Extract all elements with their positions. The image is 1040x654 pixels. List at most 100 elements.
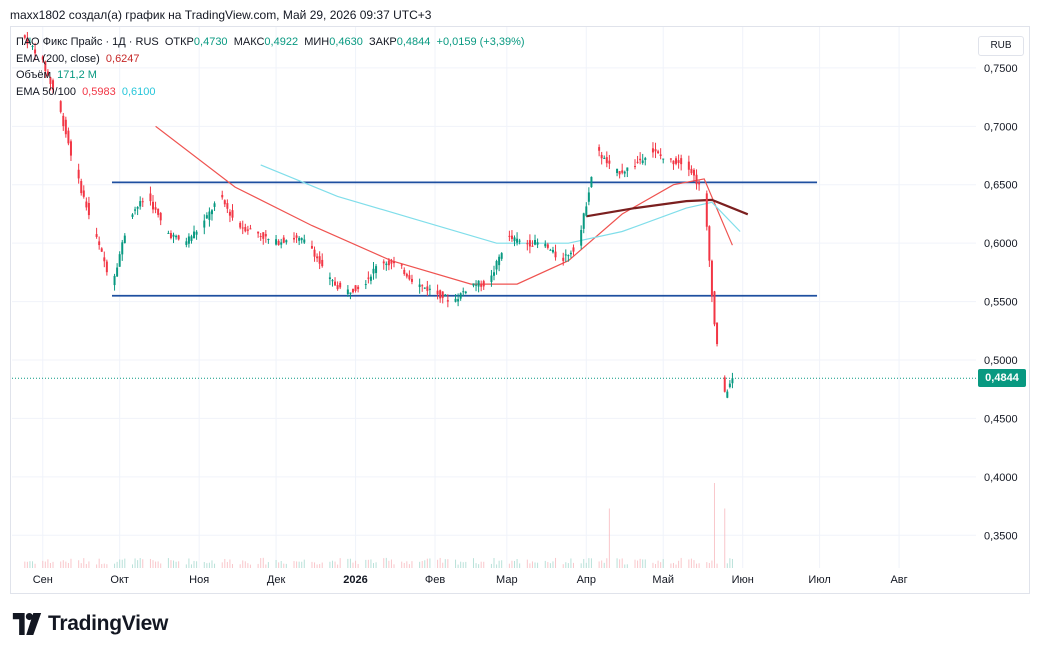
tradingview-logo[interactable]: TradingView [12,612,168,636]
volume-bar [716,563,718,568]
volume-bar [570,558,572,568]
volume-bar [421,560,423,568]
volume-bar [88,561,90,568]
candle-body [339,282,342,288]
candle-body [264,234,267,237]
volume-bar [62,560,64,568]
volume-bar [329,561,331,568]
volume-bars [24,483,733,568]
candle-body [98,241,101,246]
y-tick-label: 0,3500 [984,530,1018,542]
volume-bar [149,558,151,568]
candle-body [546,244,549,248]
candle-body [303,239,306,243]
volume-bar [208,562,210,568]
volume-bar [490,563,492,568]
volume-bar [224,558,226,568]
candle-body [249,228,252,230]
volume-bar [693,560,695,568]
volume-bar [226,561,228,568]
candle-body [480,284,483,287]
volume-bar [516,559,518,568]
ema-line-ema-200 [586,198,749,218]
volume-bar [408,564,410,568]
candle-body [23,35,26,38]
x-tick-label: Июл [808,574,830,586]
candle-body [716,322,719,345]
currency-button[interactable]: RUB [978,36,1024,56]
legend-volume-row[interactable]: Объём 171,2 M [16,67,525,84]
candle-body [513,237,516,242]
legend-low-value: 0,4630 [329,36,363,48]
candle-body [193,231,196,239]
volume-bar [67,562,69,568]
volume-bar [175,561,177,568]
candle-body [139,201,142,207]
legend-high-value: 0,4922 [264,36,299,48]
volume-bar [660,562,662,568]
candle-body [623,171,626,174]
volume-bar [483,561,485,568]
volume-bar [160,563,162,568]
candle-body [257,231,260,234]
volume-bar [688,559,690,568]
chart-frame[interactable] [10,26,1030,594]
legend-ema200-row[interactable]: EMA (200, close) 0,6247 [16,51,525,68]
legend-low-label: МИН [304,36,330,48]
volume-bar [442,562,444,568]
volume-bar [47,559,49,568]
volume-bar [375,562,377,568]
volume-bar [188,558,190,568]
volume-bar [249,564,251,568]
candle-body [123,235,126,244]
candle-body [85,201,88,208]
x-tick-label: Ноя [189,574,209,586]
x-tick-label: Мар [496,574,518,586]
y-tick-label: 0,7500 [984,63,1018,75]
candle-body [152,201,155,210]
candle-body [149,193,152,202]
grid [12,27,976,568]
volume-bar [724,508,726,568]
ema-lines [155,125,749,285]
volume-bar [352,562,354,568]
x-tick-label: Июн [732,574,754,586]
candle-body [687,161,690,170]
legend-symbol[interactable]: ПАО Фикс Прайс · 1Д · RUS [16,36,159,48]
candle-body [87,203,90,216]
candles [23,31,734,399]
candle-body [549,249,552,251]
volume-bar [588,558,590,568]
candle-body [651,148,654,153]
candle-body [277,240,280,245]
x-axis: Сен Окт Ноя Дек 2026 Фев Мар Апр Май Июн Июл Авг [33,574,908,586]
volume-bar [608,508,610,568]
volume-bar [242,560,244,568]
volume-bar [357,563,359,568]
volume-bar [555,557,557,568]
volume-bar [531,561,533,568]
volume-bar [411,561,413,568]
candle-body [634,166,637,168]
volume-bar [680,557,682,568]
volume-bar [26,561,28,568]
volume-bar [373,563,374,568]
volume-bar [370,559,372,568]
volume-bar [634,559,636,568]
candle-body [692,169,695,176]
candle-body [103,257,106,262]
volume-bar [616,558,618,568]
volume-bar [385,557,387,568]
candle-body [423,287,426,289]
volume-bar [70,558,72,568]
legend-ema50-100-row[interactable]: EMA 50/100 0,5983 0,6100 [16,84,525,101]
candle-body [357,286,360,290]
volume-bar [203,562,205,568]
tradingview-logo-icon [12,613,42,635]
volume-bar [670,563,672,568]
volume-bar [639,558,641,568]
candle-body [349,292,352,294]
candle-body [316,256,319,259]
candle-body [531,245,534,247]
